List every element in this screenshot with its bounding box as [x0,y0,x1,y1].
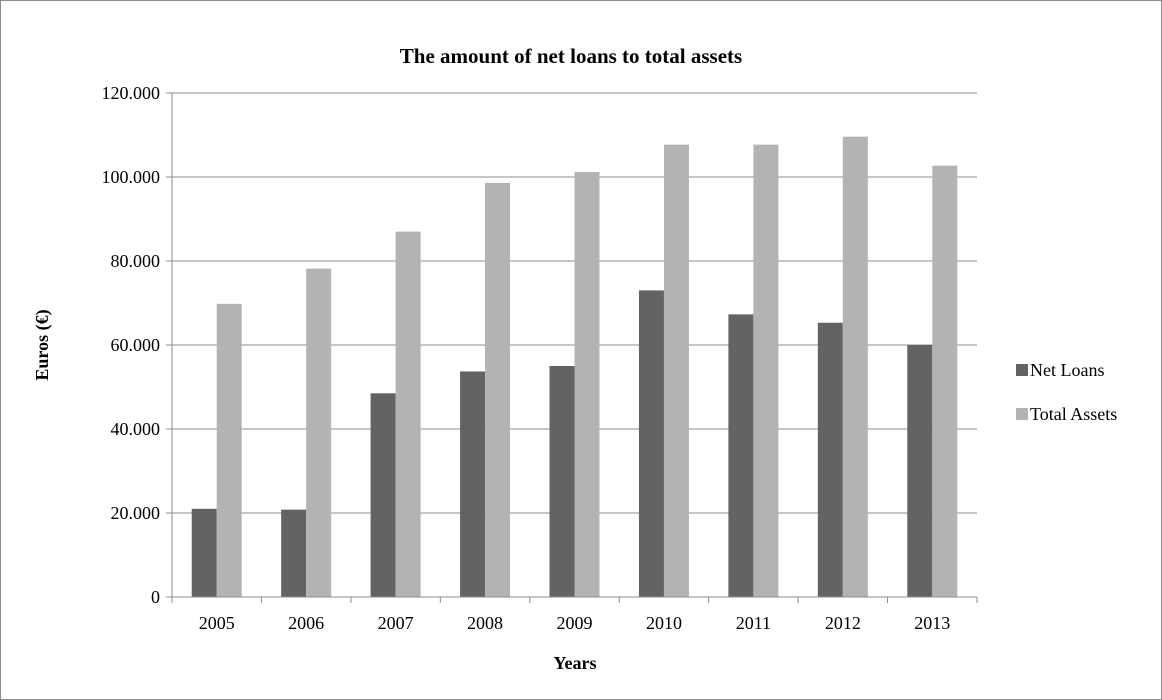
x-tick-label: 2013 [914,613,950,633]
x-axis-title: Years [554,653,597,673]
x-tick-label: 2006 [288,613,324,633]
x-tick-label: 2005 [199,613,235,633]
y-axis-tick-labels: 0 20.000 40.000 60.000 80.000 100.000 120.000 [102,83,161,607]
bar-total-assets [395,231,421,597]
bar-net-loans [191,508,217,597]
bar-net-loans [817,322,843,597]
y-tick-label: 20.000 [111,503,161,523]
x-tick-label: 2007 [378,613,414,633]
bar-net-loans [460,371,486,597]
bar-total-assets [306,268,332,597]
y-tick-label: 80.000 [111,251,161,271]
y-tick-label: 120.000 [102,83,161,103]
legend-label: Net Loans [1030,360,1104,380]
bars [191,136,958,597]
bar-total-assets [663,144,689,597]
x-axis-tick-labels: 2005 2006 2007 2008 2009 2010 2011 2012 2013 [199,613,951,633]
bar-total-assets [932,165,958,597]
x-tick-label: 2012 [825,613,861,633]
bar-total-assets [842,136,868,597]
bar-total-assets [574,171,600,597]
x-tick-label: 2011 [736,613,771,633]
legend-label: Total Assets [1030,404,1117,424]
x-tick-label: 2010 [646,613,682,633]
axes [171,93,978,603]
x-tick-label: 2008 [467,613,503,633]
legend-swatch [1016,408,1028,420]
bar-net-loans [728,314,754,597]
bar-net-loans [549,366,575,597]
y-tick-label: 0 [151,587,160,607]
x-tick-label: 2009 [557,613,593,633]
chart-title: The amount of net loans to total assets [400,44,742,68]
bar-net-loans [907,345,933,597]
bar-net-loans [370,393,396,597]
bar-total-assets [753,144,779,597]
legend-swatch [1016,364,1028,376]
y-axis-title: Euros (€) [32,309,53,380]
legend: Net Loans Total Assets [1016,360,1117,424]
bar-net-loans [638,290,664,597]
y-tick-label: 40.000 [111,419,161,439]
y-tick-label: 60.000 [111,335,161,355]
bar-total-assets [485,182,511,597]
bar-total-assets [216,303,242,597]
bar-net-loans [281,509,307,597]
y-tick-label: 100.000 [102,167,161,187]
